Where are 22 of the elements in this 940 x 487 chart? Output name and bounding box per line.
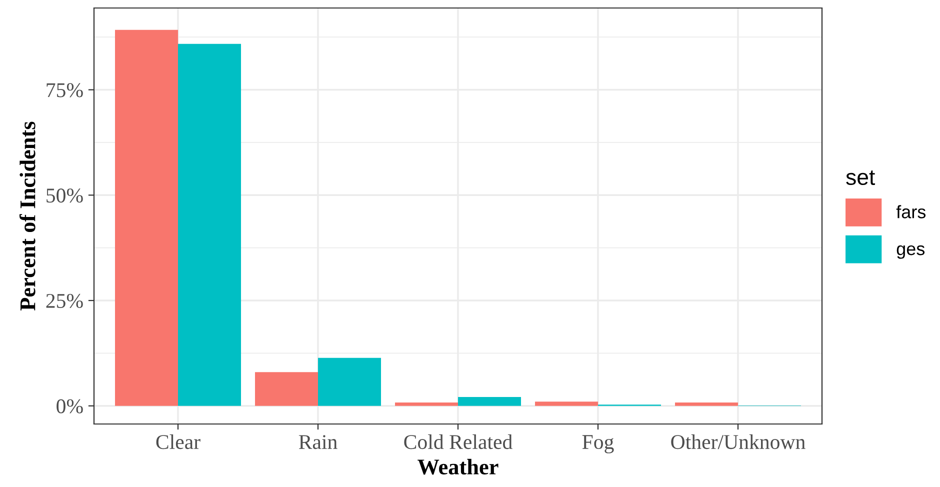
x-tick-label: Cold Related xyxy=(404,434,512,450)
legend-label: fars xyxy=(896,205,926,218)
y-tick-label: 0% xyxy=(56,399,83,414)
bar xyxy=(115,30,178,406)
x-tick-label: Rain xyxy=(298,435,338,450)
bar xyxy=(675,402,738,406)
legend-label: ges xyxy=(896,245,925,259)
legend-title: set xyxy=(846,170,876,186)
x-tick-label: Fog xyxy=(582,435,614,454)
x-axis-title: Weather xyxy=(418,458,498,475)
bar xyxy=(255,372,318,406)
y-axis-title: Percent of Incidents xyxy=(19,122,36,310)
x-tick-label: Other/Unknown xyxy=(671,434,806,450)
y-tick-label: 25% xyxy=(46,294,83,308)
y-tick-label: 50% xyxy=(46,188,83,203)
bar xyxy=(178,44,241,406)
bar xyxy=(395,402,458,406)
bar xyxy=(318,358,381,406)
x-tick-label: Clear xyxy=(156,434,200,450)
bar xyxy=(535,402,598,406)
y-tick-label: 75% xyxy=(46,83,83,98)
bar xyxy=(458,397,521,406)
